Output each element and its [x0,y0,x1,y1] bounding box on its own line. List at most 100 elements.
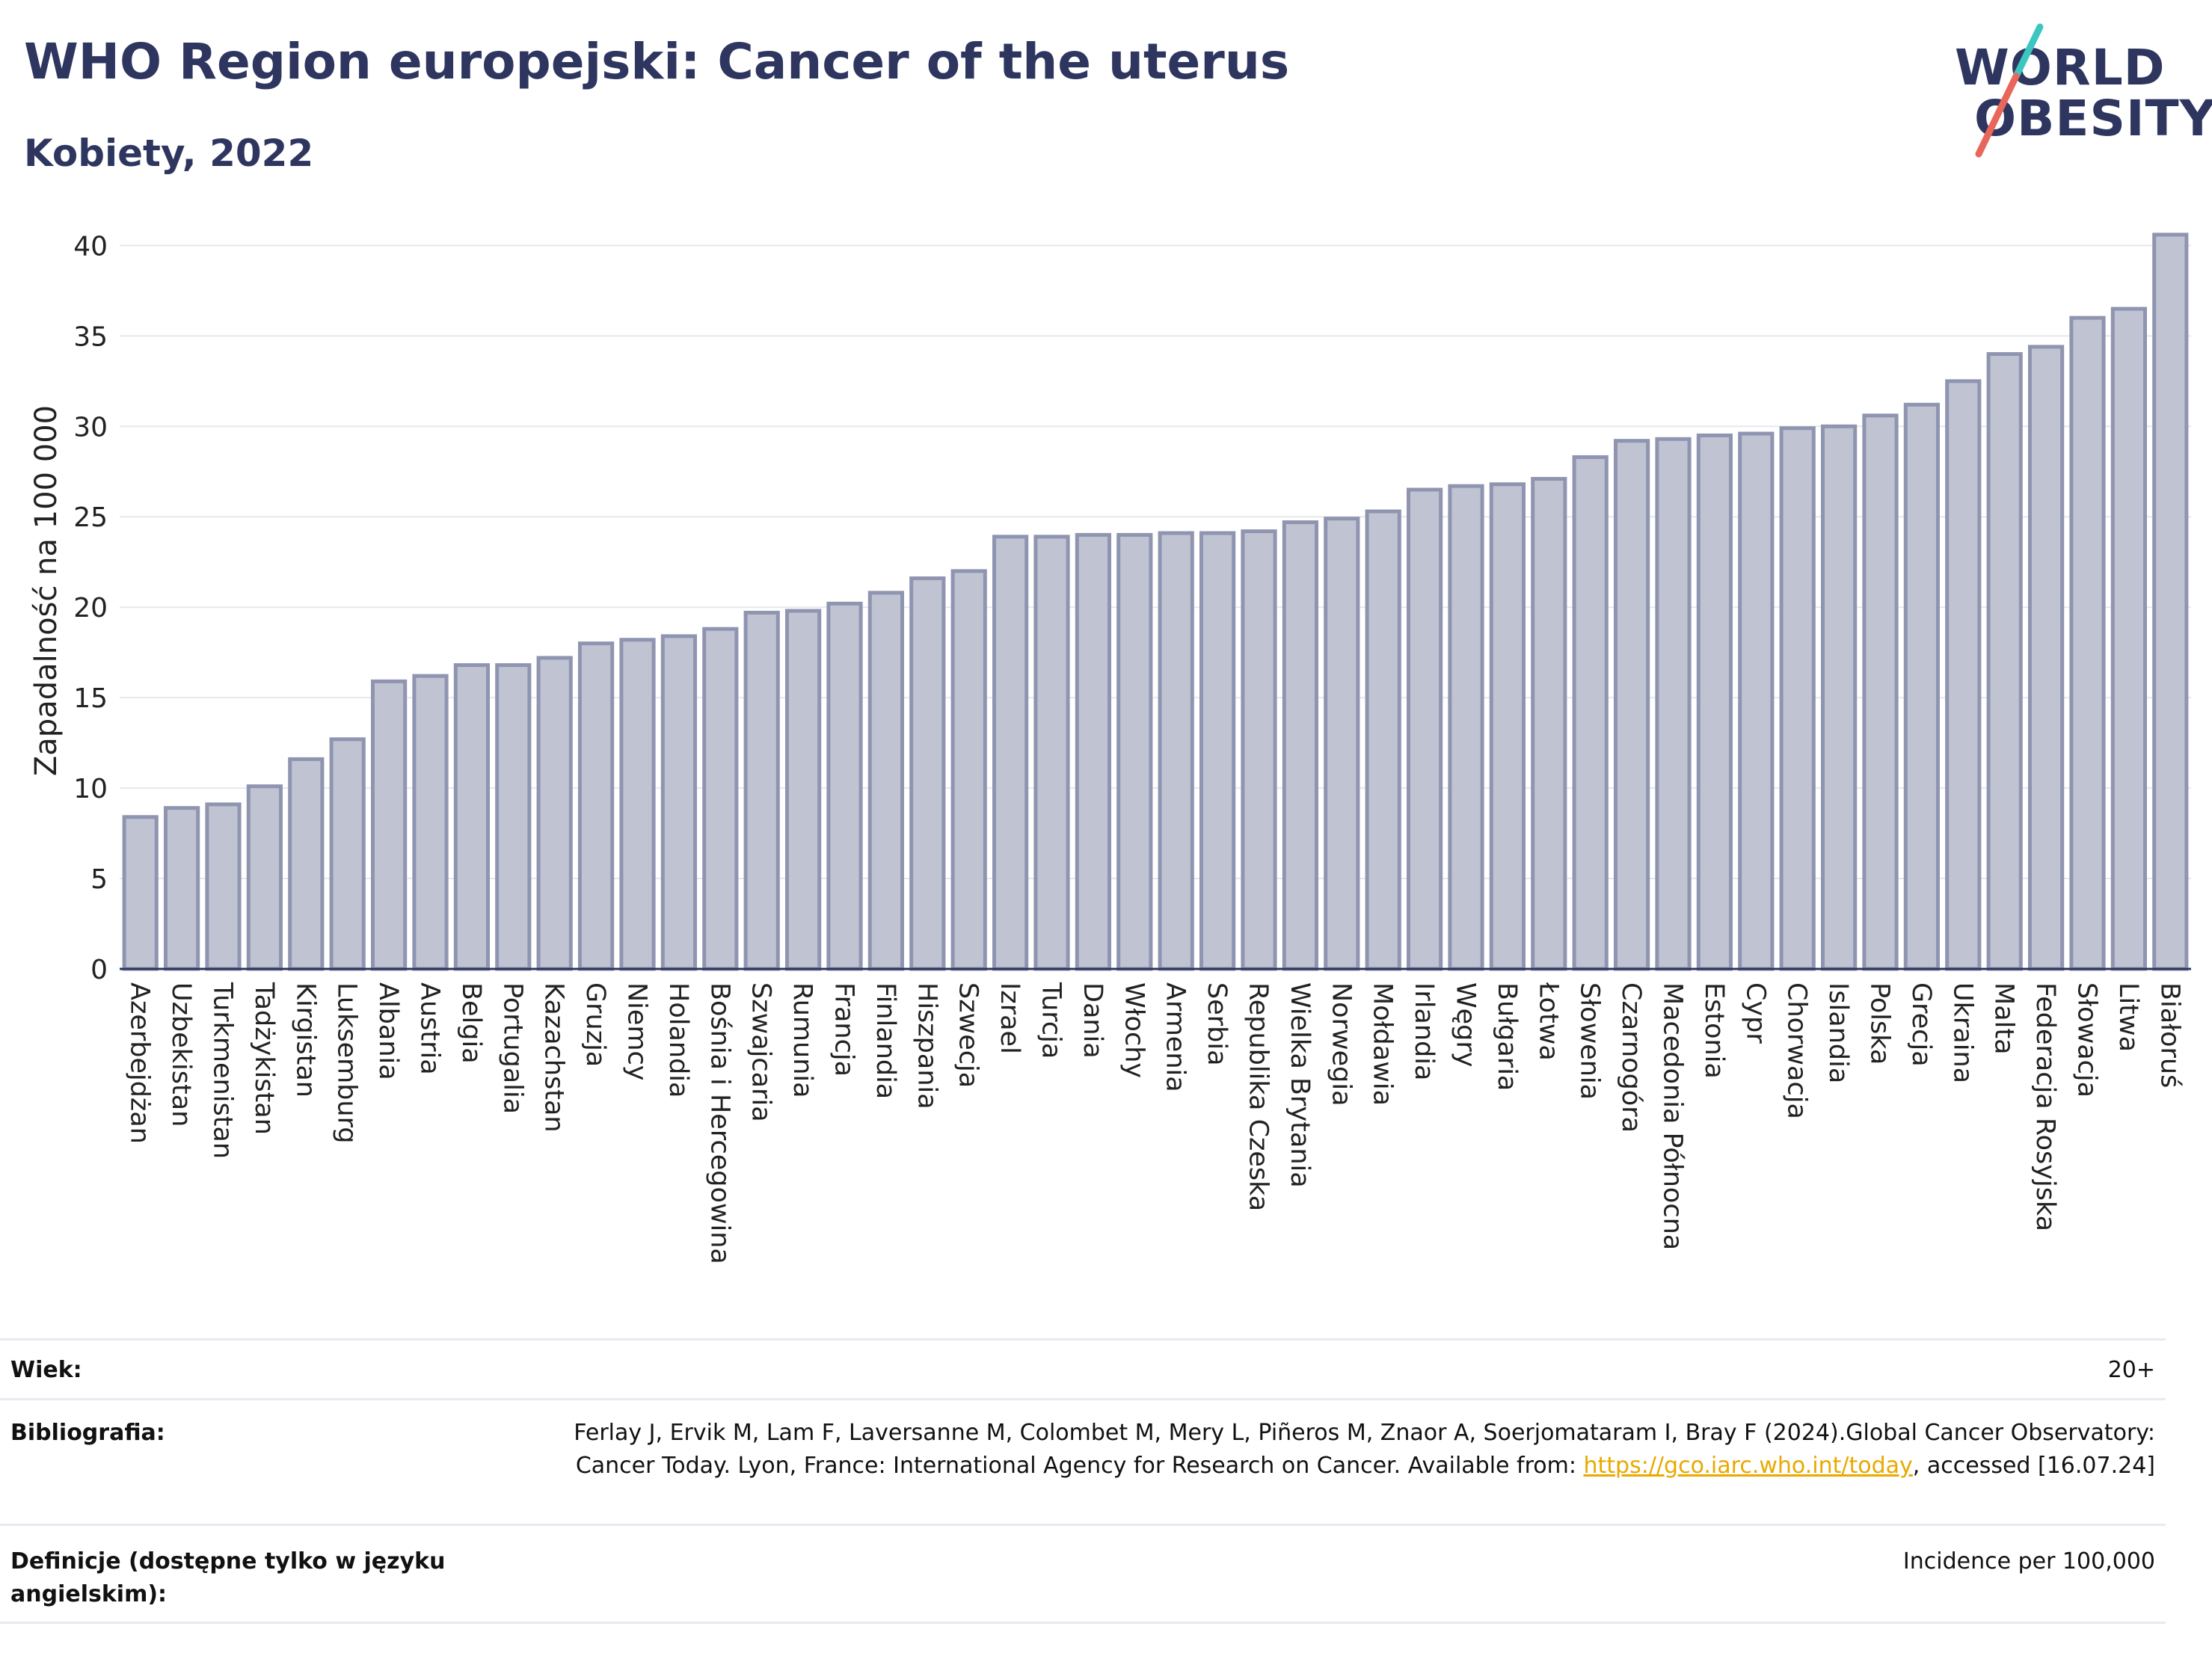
x-tick-label: Cypr [1740,982,1770,1044]
bar [660,634,698,971]
bibliography-text-part1: Ferlay J, Ervik M, Lam F, Laversanne M, … [574,1420,2155,1479]
bar [867,591,905,971]
bar [163,806,200,971]
x-tick-label: Gruzja [580,982,610,1067]
x-tick-label: Luksemburg [332,982,362,1144]
bar [1489,482,1526,971]
x-tick-label: Armenia [1161,982,1191,1092]
definitions-value: Incidence per 100,000 [1902,1548,2155,1575]
x-tick-label: Kazachstan [539,982,569,1133]
bar-chart: 0 5 10 15 20 25 30 35 40 Azerbejdżan Uzbekistan Tur… [73,231,2191,1264]
bar [743,610,780,971]
logo-line-1: WORLD [1955,39,2166,96]
x-tick-label: Litwa [2113,982,2143,1052]
logo-slash-icon [1975,23,2044,158]
x-tick-label: Hiszpania [912,982,941,1109]
info-row-bibliography: Bibliografia: Ferlay J, Ervik M, Lam F, … [0,1398,2166,1526]
x-tick-label: Szwajcaria [746,982,776,1122]
age-label: Wiek: [10,1357,82,1383]
bar [2027,345,2065,971]
bar [495,663,532,971]
bar [1945,379,1982,971]
x-tick-label: Grecja [1906,982,1936,1067]
world-obesity-logo: WORLD OBESITY [1944,21,2212,163]
bar [992,535,1029,971]
bibliography-label: Bibliografia: [10,1420,165,1446]
bar [246,784,283,971]
x-tick-label: Ukraina [1947,982,1977,1083]
x-tick-label: Norwegia [1326,982,1356,1106]
bar [1365,509,1401,971]
info-row-definitions: Definicje (dostępne tylko w języku angie… [0,1524,2166,1624]
x-tick-label: Malta [1989,982,2019,1055]
bar [1986,352,2023,971]
bar [122,815,159,971]
x-tick-label: Szwecja [953,982,983,1088]
bibliography-text: Ferlay J, Ervik M, Lam F, Laversanne M, … [555,1417,2155,1483]
bibliography-link[interactable]: https://gco.iarc.who.int/today [1583,1453,1913,1479]
bar [1033,535,1070,971]
x-tick-label: Mołdawia [1368,982,1398,1106]
x-tick-label: Wielka Brytania [1285,982,1315,1188]
bar [329,737,366,971]
definitions-label: Definicje (dostępne tylko w języku angie… [10,1548,446,1607]
y-tick-label: 0 [90,955,108,985]
bibliography-text-part2: , accessed [16.07.24] [1912,1453,2155,1479]
bar [1531,476,1567,971]
bar [950,569,987,971]
x-tick-label: Francja [829,982,859,1077]
x-tick-label: Czarnogóra [1616,982,1646,1133]
x-tick-label: Bośnia i Hercegowina [704,982,734,1264]
x-tick-label: Holandia [663,982,693,1098]
x-tick-label: Bułgaria [1492,982,1522,1091]
bar [1696,433,1733,971]
logo-line-2: OBESITY [1974,90,2212,147]
x-tick-label: Albania [373,982,403,1080]
info-row-age: Wiek: 20+ [0,1338,2166,1400]
bar [288,757,325,971]
bar [702,627,739,971]
bar [1116,532,1153,971]
y-tick-label: 35 [73,321,108,352]
chart-subtitle: Kobiety, 2022 [24,132,314,175]
x-tick-label: Słowacja [2072,982,2102,1098]
x-tick-label: Polska [1865,982,1895,1065]
bar [1738,431,1775,971]
x-tick-label: Macedonia Północna [1658,982,1688,1250]
bar [1158,531,1194,971]
x-tick-label: Izrael [995,982,1024,1054]
x-tick-label: Włochy [1119,982,1149,1078]
bar [412,674,449,971]
bar [1282,520,1319,971]
x-tick-label: Finlandia [870,982,900,1099]
y-tick-label: 25 [73,502,108,533]
bar [1406,487,1443,971]
bar [619,638,656,971]
bar [370,679,408,971]
x-tick-label: Kirgistan [290,982,320,1098]
x-tick-label: Tadżykistan [249,982,279,1135]
x-tick-label: Islandia [1823,982,1853,1083]
bar [1075,532,1112,971]
bar [1199,531,1236,971]
y-tick-label: 10 [73,774,108,804]
x-tick-label: Chorwacja [1782,982,1812,1119]
age-value: 20+ [2107,1357,2155,1383]
bar [205,802,242,971]
x-tick-label: Austria [415,982,445,1075]
bar [1779,426,1816,971]
x-tick-label: Estonia [1699,982,1729,1079]
bar [2110,307,2148,971]
bar [1241,529,1277,971]
x-tick-label: Białoruś [2154,982,2184,1088]
x-tick-label: Serbia [1202,982,1232,1066]
y-tick-label: 40 [73,231,108,262]
bar [826,601,863,971]
chart-title: WHO Region europejski: Cancer of the ute… [24,33,1290,90]
y-tick-label: 30 [73,412,108,443]
bar [1572,455,1609,971]
bar [2152,233,2189,971]
x-tick-label: Federacja Rosyjska [2030,982,2060,1231]
bar [1448,484,1484,971]
x-tick-label: Republika Czeska [1244,982,1274,1211]
